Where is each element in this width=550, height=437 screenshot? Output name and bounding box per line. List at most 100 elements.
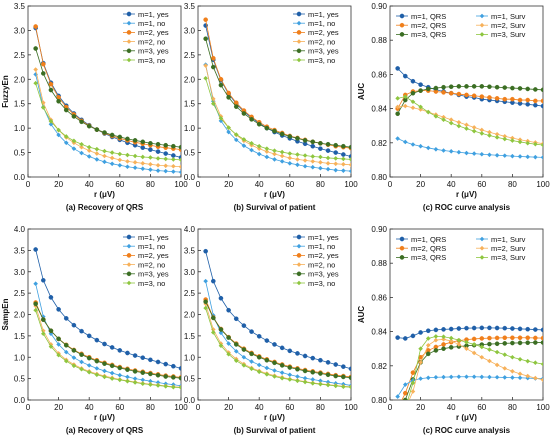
data-point xyxy=(318,357,323,363)
data-point xyxy=(256,354,262,360)
chart-panel-3: 0 20 40 60 80 100 0.80 0.82 0.84 0.86 0.88 0.90 r (μ… xyxy=(357,2,550,212)
data-point xyxy=(448,345,454,350)
data-point xyxy=(433,85,439,91)
x-tick-label: 60 xyxy=(115,403,124,412)
data-point xyxy=(310,139,316,145)
series-group xyxy=(395,325,543,400)
data-point xyxy=(448,149,454,154)
legend-marker xyxy=(296,11,302,17)
y-tick-label: 0.5 xyxy=(184,375,196,384)
data-point xyxy=(117,377,123,383)
data-point xyxy=(510,135,515,141)
data-point xyxy=(540,142,543,148)
data-point xyxy=(395,335,400,340)
data-point xyxy=(410,142,416,147)
data-point xyxy=(272,374,277,379)
data-point xyxy=(510,326,515,331)
y-tick-label: 4.0 xyxy=(14,225,26,234)
data-point xyxy=(63,342,69,348)
data-point xyxy=(295,366,300,372)
data-point xyxy=(140,377,146,383)
data-point xyxy=(163,163,168,169)
data-point xyxy=(348,168,351,174)
x-axis-label: r (μV) xyxy=(456,190,477,199)
data-point xyxy=(211,101,216,107)
data-point xyxy=(171,163,176,169)
data-point xyxy=(71,322,77,328)
data-point xyxy=(456,374,462,380)
data-point xyxy=(410,389,416,394)
data-point xyxy=(241,354,247,360)
y-tick-label: 1.0 xyxy=(14,124,26,133)
data-point xyxy=(425,351,431,357)
data-point xyxy=(218,295,224,301)
data-point xyxy=(203,17,208,22)
data-point xyxy=(132,165,138,171)
data-point xyxy=(287,377,293,382)
data-point xyxy=(502,341,508,346)
data-point xyxy=(86,333,92,339)
data-point xyxy=(333,156,338,161)
legend-label: m=1, Surv xyxy=(491,235,526,244)
data-point xyxy=(479,127,485,133)
data-point xyxy=(448,117,454,123)
data-point xyxy=(287,151,293,156)
y-tick-label: 3.5 xyxy=(14,2,26,11)
data-point xyxy=(533,375,538,381)
data-point xyxy=(333,373,339,379)
data-point xyxy=(155,380,161,385)
data-point xyxy=(448,84,454,90)
data-point xyxy=(517,371,523,377)
y-tick-label: 0.82 xyxy=(371,139,387,148)
data-point xyxy=(479,84,485,89)
data-point xyxy=(510,138,515,143)
legend-label: m=3, yes xyxy=(138,47,169,56)
legend-label: m=2, yes xyxy=(138,251,169,260)
data-point xyxy=(471,93,477,99)
data-point xyxy=(272,368,277,373)
data-point xyxy=(241,347,247,352)
data-point xyxy=(171,375,176,380)
data-point xyxy=(479,344,485,350)
legend-label: m=1, yes xyxy=(138,10,169,19)
data-point xyxy=(117,162,123,168)
data-point xyxy=(102,368,107,374)
data-point xyxy=(218,82,224,88)
data-point xyxy=(441,374,446,380)
data-point xyxy=(418,360,423,365)
data-point xyxy=(502,335,508,341)
data-point xyxy=(48,119,54,124)
data-point xyxy=(302,153,308,158)
x-tick-label: 40 xyxy=(85,403,94,412)
data-point xyxy=(163,151,168,156)
data-point xyxy=(510,153,515,159)
data-point xyxy=(272,360,277,366)
data-point xyxy=(178,375,181,381)
legend-marker xyxy=(296,234,302,240)
data-point xyxy=(395,96,400,101)
data-point xyxy=(125,374,130,380)
panel-title: (c) ROC curve analysis xyxy=(423,426,511,435)
data-point xyxy=(233,137,239,143)
y-tick-label: 0.90 xyxy=(371,225,387,234)
data-point xyxy=(102,374,107,380)
data-point xyxy=(487,335,492,341)
data-point xyxy=(218,327,224,332)
legend-marker xyxy=(399,22,405,28)
panel-title: (c) ROC curve analysis xyxy=(423,203,511,212)
data-point xyxy=(33,67,38,72)
data-point xyxy=(163,361,168,367)
x-tick-label: 100 xyxy=(344,180,358,189)
data-point xyxy=(155,141,161,147)
data-point xyxy=(448,120,454,126)
chart-panel-6: 0 20 40 60 80 100 0.80 0.82 0.84 0.86 0.88 0.90 r (μ… xyxy=(357,225,550,435)
data-point xyxy=(86,123,92,129)
data-point xyxy=(249,366,254,372)
data-point xyxy=(410,99,416,105)
data-point xyxy=(256,143,262,149)
data-point xyxy=(418,88,423,93)
data-point xyxy=(249,359,254,364)
legend-label: m=3, no xyxy=(138,279,165,288)
data-point xyxy=(510,85,515,91)
